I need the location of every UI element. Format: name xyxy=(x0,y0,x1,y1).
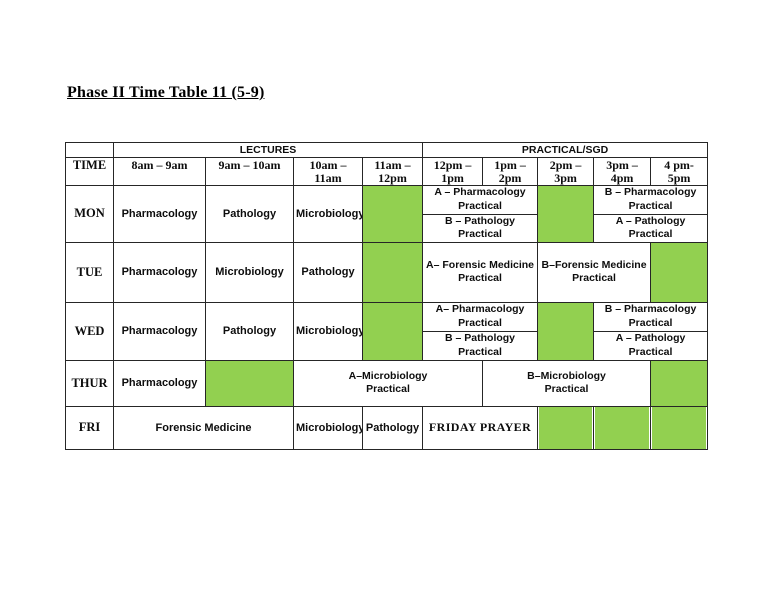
slot-12pm-1pm: 12pm – 1pm xyxy=(422,156,484,187)
wed-lecture-microbiology: Microbiology xyxy=(293,301,363,361)
slot-3pm-4pm: 3pm – 4pm xyxy=(593,156,652,187)
practical-line: B – Pharmacology xyxy=(604,186,697,199)
tue-free-slot-4pm xyxy=(650,241,709,303)
day-label-fri: FRI xyxy=(65,405,114,450)
tue-lecture-pathology: Pathology xyxy=(293,241,363,303)
tue-lecture-microbiology: Microbiology xyxy=(205,241,294,303)
practical-line: A – Pathology xyxy=(615,332,686,345)
fri-lecture-forensic-medicine: Forensic Medicine xyxy=(113,405,294,450)
time-slot-header-row: TIME 8am – 9am 9am – 10am 10am – 11am 11… xyxy=(65,156,709,187)
practical-line: Practical xyxy=(458,272,502,285)
practical-line: B – Pharmacology xyxy=(604,303,697,316)
tue-lecture-pharmacology: Pharmacology xyxy=(113,241,206,303)
lectures-section-header: LECTURES xyxy=(112,142,424,158)
fri-lecture-microbiology: Microbiology xyxy=(293,405,363,450)
slot-9am-10am: 9am – 10am xyxy=(205,156,294,187)
fri-free-slot-2pm xyxy=(537,405,595,450)
mon-practical-b-pathology: B – Pathology Practical xyxy=(422,213,539,243)
practical-line: A – Pathology xyxy=(615,214,686,227)
practical-line: Practical xyxy=(458,200,502,213)
row-monday-sub: B – Pathology Practical A – Pathology Pr… xyxy=(66,213,709,243)
practical-line: Practical xyxy=(628,228,673,241)
mon-practical-a-pathology: A – Pathology Practical xyxy=(593,213,709,243)
slot-8am-9am: 8am – 9am xyxy=(113,156,206,187)
thur-free-slot-4pm xyxy=(650,359,709,407)
fri-free-slot-3pm xyxy=(593,405,652,450)
practical-line: Practical xyxy=(458,345,502,358)
wed-lecture-pharmacology: Pharmacology xyxy=(113,301,206,361)
practical-line: B–Microbiology xyxy=(527,369,606,382)
thur-lecture-pharmacology: Pharmacology xyxy=(113,359,206,407)
slot-2pm-3pm: 2pm – 3pm xyxy=(537,156,595,187)
wed-free-slot-11am xyxy=(361,301,424,361)
practical-line: B–Forensic Medicine xyxy=(541,258,647,271)
practical-line: Practical xyxy=(572,272,616,285)
wed-practical-b-pathology: B – Pathology Practical xyxy=(422,330,539,361)
slot-10am-11am: 10am – 11am xyxy=(293,156,363,187)
practical-line: Practical xyxy=(628,200,673,213)
practical-line: Practical xyxy=(628,316,673,329)
practical-line: B – Pathology xyxy=(445,214,516,227)
day-label-tue: TUE xyxy=(65,241,114,303)
mon-lecture-pathology: Pathology xyxy=(205,185,294,243)
practical-line: A–Microbiology xyxy=(348,369,428,382)
mon-practical-a-pharmacology: A – Pharmacology Practical xyxy=(422,185,539,215)
day-label-thur: THUR xyxy=(65,359,114,407)
thur-practical-b-microbiology: B–Microbiology Practical xyxy=(482,359,652,407)
mon-lecture-pharmacology: Pharmacology xyxy=(113,185,206,243)
corner-cell xyxy=(65,142,114,158)
fri-free-slot-4pm xyxy=(650,405,709,450)
wed-free-slot-2pm xyxy=(537,301,595,361)
practical-line: B – Pathology xyxy=(445,332,516,345)
mon-free-slot-2pm xyxy=(537,185,595,243)
timetable: LECTURES PRACTICAL/SGD TIME 8am – 9am 9a… xyxy=(65,142,709,450)
wed-lecture-pathology: Pathology xyxy=(205,301,294,361)
fri-lecture-pathology: Pathology xyxy=(361,405,424,450)
practical-section-header: PRACTICAL/SGD xyxy=(422,142,709,158)
wed-practical-a-pharmacology: A– Pharmacology Practical xyxy=(422,301,539,332)
tue-practical-b-forensic: B–Forensic Medicine Practical xyxy=(537,241,652,303)
mon-lecture-microbiology: Microbiology xyxy=(293,185,363,243)
page-title: Phase II Time Table 11 (5-9) xyxy=(67,84,265,101)
tue-free-slot-11am xyxy=(361,241,424,303)
thur-free-slot-9am xyxy=(205,359,294,407)
slot-4pm-5pm: 4 pm- 5pm xyxy=(650,156,709,187)
practical-line: A– Pharmacology xyxy=(435,303,525,316)
tue-practical-a-forensic: A– Forensic Medicine Practical xyxy=(422,241,539,303)
time-header-cell: TIME xyxy=(65,156,114,187)
slot-11am-12pm: 11am – 12pm xyxy=(361,156,424,187)
practical-line: Practical xyxy=(544,383,589,396)
practical-line: Practical xyxy=(458,228,502,241)
mon-practical-b-pharmacology: B – Pharmacology Practical xyxy=(593,185,709,215)
practical-line: Practical xyxy=(366,383,410,396)
day-label-mon: MON xyxy=(65,185,114,243)
mon-free-slot-11am xyxy=(361,185,424,243)
slot-1pm-2pm: 1pm – 2pm xyxy=(482,156,539,187)
fri-friday-prayer-cell: FRIDAY PRAYER xyxy=(422,405,539,450)
thur-practical-a-microbiology: A–Microbiology Practical xyxy=(292,359,484,407)
practical-line: A – Pharmacology xyxy=(434,186,526,199)
row-tuesday: TUE Pharmacology Microbiology Pathology … xyxy=(65,241,709,303)
practical-line: Practical xyxy=(458,316,502,329)
wed-practical-b-pharmacology: B – Pharmacology Practical xyxy=(593,301,709,332)
practical-line: Practical xyxy=(628,345,673,358)
row-thursday: THUR Pharmacology A–Microbiology Practic… xyxy=(65,359,709,407)
row-friday: FRI Forensic Medicine Microbiology Patho… xyxy=(65,405,709,450)
row-wednesday: WED Pharmacology Pathology Microbiology … xyxy=(65,301,709,361)
section-header-row: LECTURES PRACTICAL/SGD xyxy=(65,142,709,158)
practical-line: A– Forensic Medicine xyxy=(426,258,534,271)
wed-practical-a-pathology: A – Pathology Practical xyxy=(593,330,709,361)
day-label-wed: WED xyxy=(65,301,114,361)
row-monday: MON Pharmacology Pathology Microbiology … xyxy=(65,185,709,243)
